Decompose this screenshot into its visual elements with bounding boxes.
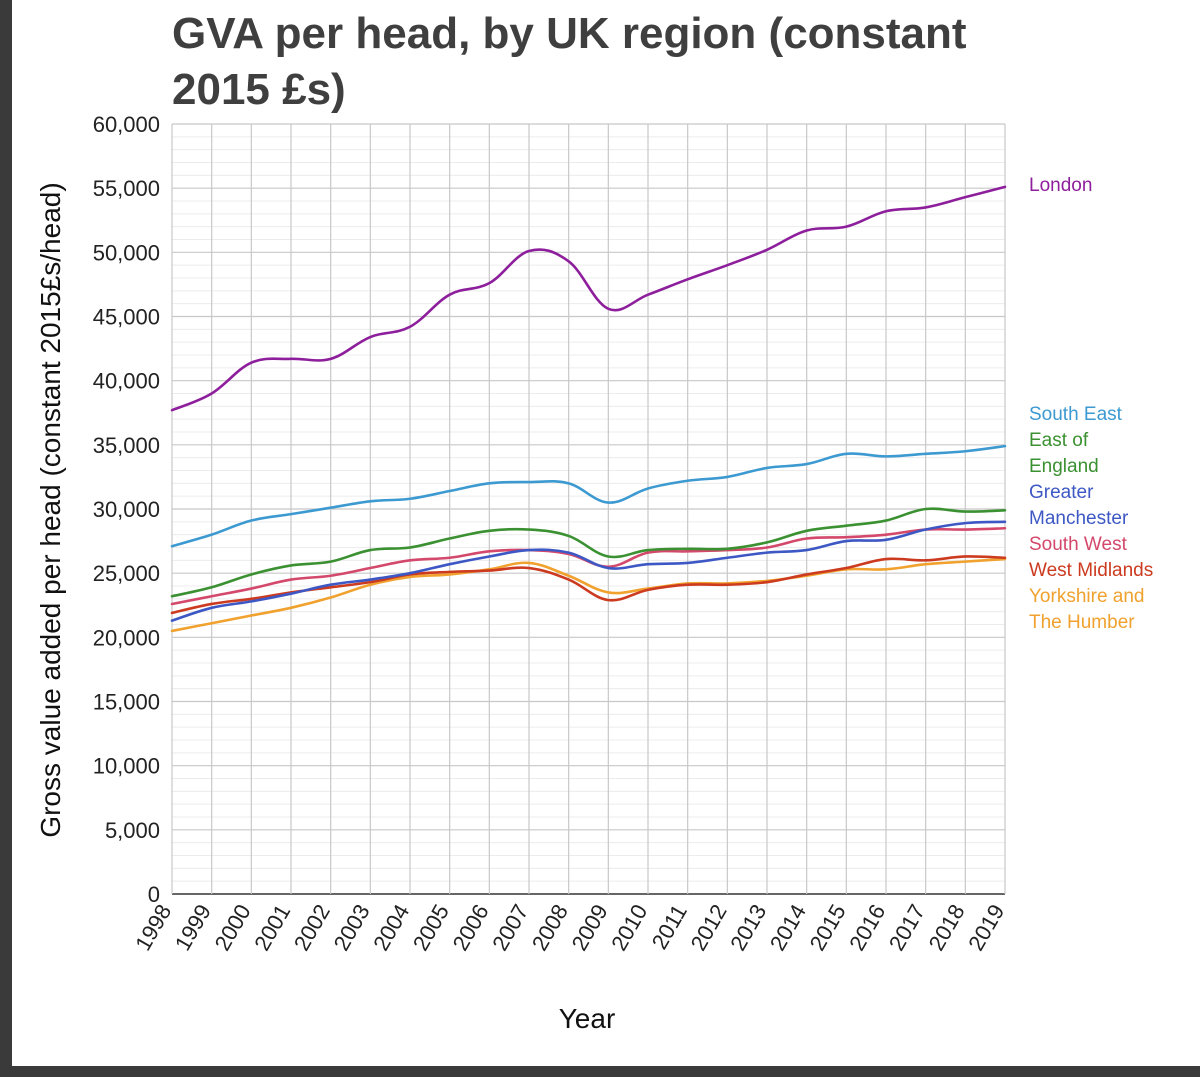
- axes: 0 5,000 10,000 15,000 20,000 25,000 30,000 35,0…: [93, 112, 1010, 955]
- y-tick-label: 10,000: [93, 754, 160, 779]
- series-line-yorkshire-and-the-humber: [170, 557, 1007, 633]
- x-tick-label: 2010: [606, 900, 652, 955]
- series-line-east-of-england: [170, 507, 1007, 598]
- y-tick-label: 35,000: [93, 433, 160, 458]
- series-label-yorkshire-and-the-humber: The Humber: [1029, 612, 1135, 633]
- x-tick-label: 2005: [408, 900, 454, 955]
- x-tick-label: 2018: [924, 900, 970, 955]
- series-line-greater-manchester: [170, 520, 1007, 622]
- y-tick-label: 30,000: [93, 497, 160, 522]
- chart-card: GVA per head, by UK region (constant 201…: [12, 0, 1200, 1066]
- y-tick-label: 25,000: [93, 561, 160, 586]
- x-tick-label: 2013: [725, 900, 771, 955]
- x-tick-label: 2000: [210, 900, 256, 955]
- x-tick-label: 2008: [527, 900, 573, 955]
- series-label-east-of-england: East of: [1029, 430, 1089, 451]
- x-tick-label: 2006: [448, 900, 494, 955]
- x-tick-label: 2007: [487, 900, 533, 955]
- series-label-greater-manchester: Manchester: [1029, 508, 1129, 529]
- chart-title-line-1: GVA per head, by UK region (constant: [172, 9, 967, 58]
- y-tick-label: 15,000: [93, 690, 160, 715]
- chart-title-line-2: 2015 £s): [172, 65, 346, 114]
- x-tick-label: 2003: [329, 900, 375, 955]
- x-axis-title: Year: [559, 1003, 616, 1034]
- series-label-west-midlands: West Midlands: [1029, 560, 1153, 581]
- series-labels: London South East East of England Greater Man…: [1029, 175, 1153, 633]
- series-label-yorkshire-and-the-humber: Yorkshire and: [1029, 586, 1144, 607]
- line-chart: GVA per head, by UK region (constant 201…: [35, 9, 1153, 1034]
- y-tick-label: 5,000: [105, 818, 160, 843]
- y-tick-label: 60,000: [93, 112, 160, 137]
- y-tick-label: 55,000: [93, 176, 160, 201]
- series-label-south-east: South East: [1029, 404, 1123, 425]
- x-tick-label: 2009: [567, 900, 613, 955]
- x-tick-label: 2002: [289, 900, 335, 955]
- x-tick-label: 2012: [686, 900, 732, 955]
- gridlines: [171, 123, 1006, 895]
- series-label-south-west: South West: [1029, 534, 1128, 555]
- y-axis-title: Gross value added per head (constant 201…: [35, 182, 66, 837]
- x-tick-label: 1998: [130, 900, 176, 955]
- series-label-greater-manchester: Greater: [1029, 482, 1094, 503]
- x-tick-label: 2017: [884, 900, 930, 955]
- x-tick-label: 2011: [647, 900, 692, 953]
- y-tick-label: 45,000: [93, 305, 160, 330]
- series-line-south-east: [170, 444, 1007, 548]
- x-tick-label: 2001: [249, 900, 295, 955]
- x-tick-label: 2019: [963, 900, 1009, 955]
- x-tick-label: 2004: [368, 900, 414, 955]
- x-tick-label: 2014: [765, 900, 811, 955]
- x-tick-label: 2015: [805, 900, 851, 955]
- series-label-east-of-england: England: [1029, 456, 1099, 477]
- series-line-london: [170, 185, 1007, 412]
- y-tick-label: 50,000: [93, 240, 160, 265]
- x-tick-label: 1999: [170, 900, 216, 955]
- x-tick-label: 2016: [844, 900, 890, 955]
- y-tick-label: 40,000: [93, 369, 160, 394]
- series-lines: [170, 185, 1007, 633]
- y-tick-label: 0: [148, 882, 160, 907]
- y-tick-label: 20,000: [93, 625, 160, 650]
- series-label-london: London: [1029, 175, 1092, 196]
